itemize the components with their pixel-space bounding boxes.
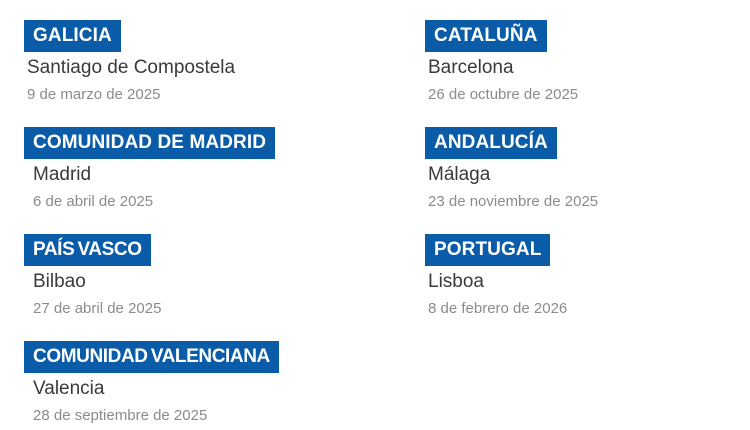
schedule-entry-galicia[interactable]: GALICIA Santiago de Compostela 9 de marz… — [24, 20, 235, 103]
event-date: 28 de septiembre de 2025 — [33, 406, 208, 424]
city-name: Santiago de Compostela — [27, 57, 236, 78]
schedule-entry-comunidad-valenciana[interactable]: COMUNIDAD VALENCIANA Valencia 28 de sept… — [24, 341, 279, 424]
schedule-entry-andalucia[interactable]: ANDALUCÍA Málaga 23 de noviembre de 2025 — [425, 127, 598, 210]
entry-body: Málaga 23 de noviembre de 2025 — [425, 164, 598, 210]
region-badge-andalucia: ANDALUCÍA — [425, 127, 557, 159]
entry-body: Lisboa 8 de febrero de 2026 — [425, 271, 567, 317]
entry-body: Barcelona 26 de octubre de 2025 — [425, 57, 578, 103]
city-name: Madrid — [33, 164, 92, 185]
city-name: Bilbao — [33, 271, 86, 292]
entry-body: Madrid 6 de abril de 2025 — [24, 164, 275, 210]
region-badge-comunidad-de-madrid: COMUNIDAD DE MADRID — [24, 127, 276, 159]
entry-body: Valencia 28 de septiembre de 2025 — [24, 378, 279, 424]
region-badge-pais-vasco: PAÍS VASCO — [24, 234, 151, 266]
city-name: Valencia — [33, 378, 105, 399]
event-date: 23 de noviembre de 2025 — [428, 192, 599, 210]
region-badge-galicia: GALICIA — [24, 20, 121, 52]
schedule-entry-pais-vasco[interactable]: PAÍS VASCO Bilbao 27 de abril de 2025 — [24, 234, 161, 317]
schedule-entry-portugal[interactable]: PORTUGAL Lisboa 8 de febrero de 2026 — [425, 234, 567, 317]
schedule-entry-cataluna[interactable]: CATALUÑA Barcelona 26 de octubre de 2025 — [425, 20, 578, 103]
city-name: Málaga — [428, 164, 491, 185]
event-date: 26 de octubre de 2025 — [428, 85, 579, 103]
entry-body: Bilbao 27 de abril de 2025 — [24, 271, 161, 317]
region-badge-portugal: PORTUGAL — [425, 234, 551, 266]
region-badge-comunidad-valenciana: COMUNIDAD VALENCIANA — [24, 341, 279, 373]
event-date: 27 de abril de 2025 — [33, 299, 162, 317]
entry-body: Santiago de Compostela 9 de marzo de 202… — [24, 57, 235, 103]
event-date: 6 de abril de 2025 — [33, 192, 154, 210]
event-date: 9 de marzo de 2025 — [27, 85, 161, 103]
city-name: Barcelona — [428, 57, 514, 78]
region-badge-cataluna: CATALUÑA — [425, 20, 547, 52]
event-date: 8 de febrero de 2026 — [428, 299, 568, 317]
city-name: Lisboa — [428, 271, 484, 292]
schedule-entry-comunidad-de-madrid[interactable]: COMUNIDAD DE MADRID Madrid 6 de abril de… — [24, 127, 276, 210]
